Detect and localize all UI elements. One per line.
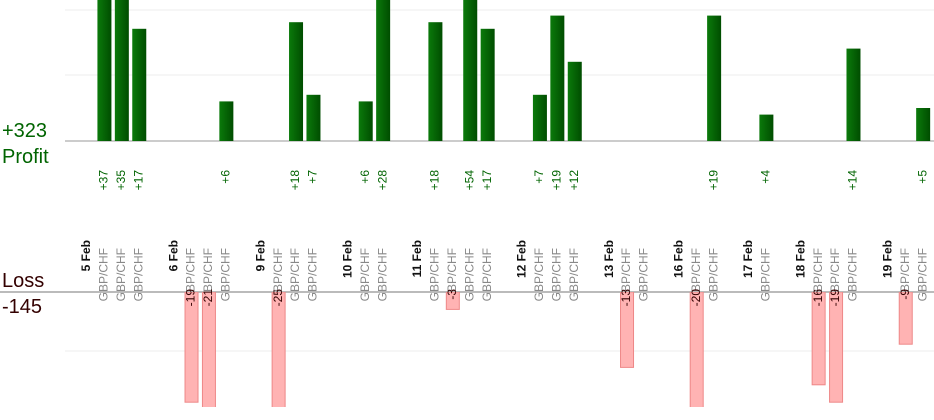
pair-label: GBP/CHF <box>219 248 233 301</box>
loss-bar <box>689 292 704 407</box>
value-label: +19 <box>706 170 720 191</box>
pair-label: GBP/CHF <box>828 248 842 301</box>
value-label: -16 <box>811 289 825 307</box>
value-label: -19 <box>184 289 198 307</box>
pair-label: GBP/CHF <box>706 248 720 301</box>
profit-bar <box>846 48 861 141</box>
loss-bar <box>271 292 286 407</box>
pair-label: GBP/CHF <box>288 248 302 301</box>
day-label: 17 Feb <box>741 240 755 278</box>
loss-bar <box>620 292 635 368</box>
day-label: 13 Feb <box>602 240 616 278</box>
pair-label: GBP/CHF <box>97 248 111 301</box>
profit-bar <box>567 61 582 141</box>
day-label: 10 Feb <box>340 240 354 278</box>
profit-bar <box>358 101 373 141</box>
value-label: -19 <box>828 289 842 307</box>
pair-label: GBP/CHF <box>532 248 546 301</box>
loss-bar <box>811 292 826 386</box>
value-label: +18 <box>288 170 302 191</box>
value-label: +12 <box>567 170 581 191</box>
pair-label: GBP/CHF <box>428 248 442 301</box>
profit-bar <box>532 94 547 141</box>
profit-bar <box>428 22 443 142</box>
loss-bar <box>184 292 199 403</box>
day-label: 6 Feb <box>166 240 180 271</box>
value-label: -3 <box>445 289 459 300</box>
pair-label: GBP/CHF <box>480 248 494 301</box>
pair-label: GBP/CHF <box>445 248 459 301</box>
value-label: -13 <box>619 289 633 307</box>
value-label: +4 <box>759 170 773 184</box>
pair-label: GBP/CHF <box>131 248 145 301</box>
pair-label: GBP/CHF <box>846 248 860 301</box>
day-label: 16 Feb <box>671 240 685 278</box>
value-label: +14 <box>846 170 860 191</box>
pair-label: GBP/CHF <box>898 248 912 301</box>
day-label: 11 Feb <box>410 240 424 277</box>
value-label: -21 <box>201 289 215 307</box>
value-label: +5 <box>915 170 929 184</box>
day-label: 18 Feb <box>793 240 807 278</box>
profit-bar <box>97 0 112 141</box>
loss-bar <box>201 292 216 407</box>
pair-label: GBP/CHF <box>637 248 651 301</box>
day-label: 19 Feb <box>880 240 894 278</box>
profit-bar <box>916 108 931 141</box>
pair-label: GBP/CHF <box>811 248 825 301</box>
loss-label: Loss <box>2 270 44 292</box>
pair-label: GBP/CHF <box>567 248 581 301</box>
pair-label: GBP/CHF <box>201 248 215 301</box>
profit-bar <box>114 0 129 141</box>
columns: 5 Feb GBP/CHF +37 GBP/CHF +35 GBP/CHF +17 6 Feb… <box>79 0 931 407</box>
value-label: +54 <box>462 170 476 191</box>
value-label: -9 <box>898 289 912 300</box>
loss-bar <box>898 292 913 345</box>
loss-bar <box>829 292 844 403</box>
value-label: +7 <box>532 170 546 184</box>
day-label: 9 Feb <box>253 240 267 271</box>
profit-bar <box>480 28 495 141</box>
value-label: +7 <box>306 170 320 184</box>
profit-total: +323 <box>2 120 47 142</box>
pair-label: GBP/CHF <box>550 248 564 301</box>
profit-bar <box>550 15 565 142</box>
profit-bar <box>463 0 478 141</box>
profit-bar <box>132 28 147 141</box>
profit-label: Profit <box>2 146 49 168</box>
value-label: +35 <box>114 170 128 191</box>
profit-bar <box>219 101 234 141</box>
day-label: 12 Feb <box>515 240 529 278</box>
value-label: +6 <box>219 170 233 184</box>
pair-label: GBP/CHF <box>689 248 703 301</box>
pair-label: GBP/CHF <box>462 248 476 301</box>
pair-label: GBP/CHF <box>759 248 773 301</box>
profit-bar <box>707 15 722 142</box>
loss-bar <box>445 292 460 310</box>
pair-label: GBP/CHF <box>619 248 633 301</box>
value-label: +18 <box>428 170 442 191</box>
value-label: +17 <box>131 170 145 191</box>
pair-label: GBP/CHF <box>271 248 285 301</box>
pair-label: GBP/CHF <box>114 248 128 301</box>
value-label: +37 <box>97 170 111 191</box>
pair-label: GBP/CHF <box>375 248 389 301</box>
pair-label: GBP/CHF <box>915 248 929 301</box>
value-label: -20 <box>689 289 703 307</box>
value-label: +17 <box>480 170 494 191</box>
loss-total: -145 <box>2 296 42 318</box>
profit-bar <box>289 22 304 142</box>
value-label: +19 <box>550 170 564 191</box>
day-label: 5 Feb <box>79 240 93 271</box>
value-label: +6 <box>358 170 372 184</box>
pair-label: GBP/CHF <box>184 248 198 301</box>
value-label: -25 <box>271 289 285 307</box>
profit-bar <box>306 94 321 141</box>
profit-bar <box>759 114 774 141</box>
value-label: +28 <box>375 170 389 191</box>
pair-label: GBP/CHF <box>306 248 320 301</box>
profit-bar <box>376 0 391 142</box>
pair-label: GBP/CHF <box>358 248 372 301</box>
